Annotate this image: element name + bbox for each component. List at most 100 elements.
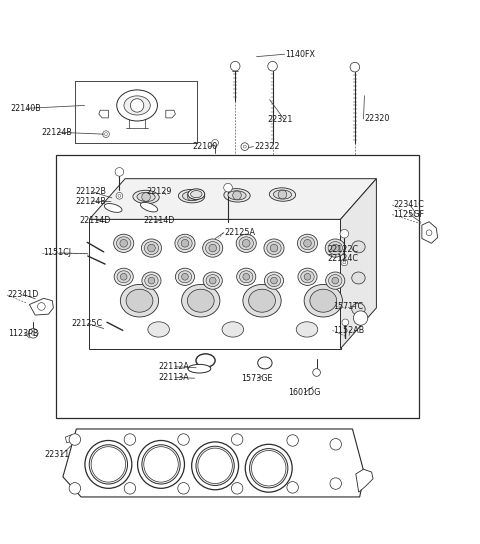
Circle shape: [353, 311, 368, 325]
Ellipse shape: [114, 268, 133, 286]
Polygon shape: [99, 110, 108, 118]
Text: 22321: 22321: [268, 115, 293, 124]
Ellipse shape: [264, 272, 284, 289]
Circle shape: [120, 239, 128, 247]
Ellipse shape: [203, 272, 222, 289]
Ellipse shape: [191, 190, 202, 197]
Ellipse shape: [144, 447, 178, 482]
Text: 22322: 22322: [254, 142, 280, 151]
Ellipse shape: [222, 322, 243, 337]
Circle shape: [37, 302, 45, 310]
Bar: [56, 154, 420, 418]
Ellipse shape: [178, 271, 192, 283]
Circle shape: [178, 434, 189, 445]
Ellipse shape: [267, 242, 281, 255]
Circle shape: [304, 274, 311, 280]
Ellipse shape: [198, 448, 232, 484]
Ellipse shape: [117, 271, 131, 283]
Circle shape: [287, 481, 299, 493]
Circle shape: [278, 190, 287, 199]
Ellipse shape: [298, 234, 318, 252]
Ellipse shape: [124, 96, 150, 115]
Ellipse shape: [352, 272, 365, 284]
Circle shape: [116, 193, 123, 199]
Circle shape: [148, 244, 156, 252]
Circle shape: [241, 143, 249, 151]
Ellipse shape: [352, 241, 365, 253]
Ellipse shape: [228, 191, 246, 200]
Circle shape: [243, 145, 246, 148]
Ellipse shape: [85, 441, 132, 489]
Circle shape: [28, 329, 38, 338]
Circle shape: [230, 61, 240, 71]
Ellipse shape: [269, 188, 296, 201]
Ellipse shape: [175, 234, 195, 252]
Polygon shape: [422, 222, 438, 243]
Circle shape: [343, 261, 346, 264]
Ellipse shape: [117, 237, 131, 250]
Ellipse shape: [325, 272, 345, 289]
Circle shape: [209, 277, 216, 284]
Circle shape: [31, 331, 35, 335]
Ellipse shape: [196, 446, 234, 485]
Ellipse shape: [192, 442, 239, 490]
Circle shape: [224, 183, 232, 192]
Ellipse shape: [250, 449, 288, 488]
Ellipse shape: [137, 193, 155, 201]
Ellipse shape: [179, 189, 204, 203]
Ellipse shape: [91, 447, 126, 482]
Circle shape: [105, 133, 108, 135]
Text: 1125GF: 1125GF: [393, 210, 424, 219]
Ellipse shape: [237, 268, 256, 286]
Ellipse shape: [142, 445, 180, 484]
Circle shape: [103, 131, 109, 138]
Ellipse shape: [182, 191, 201, 201]
Circle shape: [233, 191, 241, 200]
Circle shape: [178, 483, 189, 494]
Ellipse shape: [304, 285, 342, 317]
Circle shape: [313, 369, 321, 376]
Ellipse shape: [224, 189, 250, 202]
Circle shape: [287, 435, 299, 446]
Text: 22122B: 22122B: [75, 187, 106, 196]
Ellipse shape: [243, 285, 281, 317]
Ellipse shape: [352, 303, 365, 315]
Polygon shape: [340, 178, 376, 349]
Ellipse shape: [117, 90, 157, 121]
Text: 1152AB: 1152AB: [333, 326, 365, 335]
Circle shape: [124, 434, 136, 445]
Text: 22124B: 22124B: [75, 197, 106, 206]
Ellipse shape: [264, 239, 284, 257]
Ellipse shape: [249, 289, 276, 312]
Ellipse shape: [104, 203, 122, 212]
Circle shape: [242, 239, 250, 247]
Ellipse shape: [178, 237, 192, 250]
Circle shape: [340, 230, 348, 238]
Ellipse shape: [236, 234, 256, 252]
Circle shape: [187, 192, 196, 201]
Text: 22113A: 22113A: [158, 373, 190, 382]
Ellipse shape: [175, 268, 194, 286]
Text: 22112A: 22112A: [158, 362, 190, 371]
Ellipse shape: [240, 271, 253, 283]
Circle shape: [342, 319, 348, 326]
Ellipse shape: [300, 237, 315, 250]
Circle shape: [330, 478, 341, 489]
Circle shape: [341, 259, 348, 266]
Ellipse shape: [142, 239, 161, 257]
Circle shape: [209, 244, 216, 252]
Circle shape: [181, 274, 188, 280]
Ellipse shape: [206, 275, 219, 287]
Circle shape: [270, 244, 278, 252]
Text: 1140FX: 1140FX: [286, 50, 315, 59]
Text: 22100: 22100: [192, 142, 217, 151]
Polygon shape: [166, 110, 175, 118]
Ellipse shape: [120, 285, 158, 317]
Circle shape: [142, 193, 150, 201]
Circle shape: [118, 194, 121, 197]
Circle shape: [332, 277, 338, 284]
Circle shape: [271, 277, 277, 284]
Ellipse shape: [142, 272, 161, 289]
Ellipse shape: [325, 239, 345, 257]
Ellipse shape: [114, 234, 134, 252]
